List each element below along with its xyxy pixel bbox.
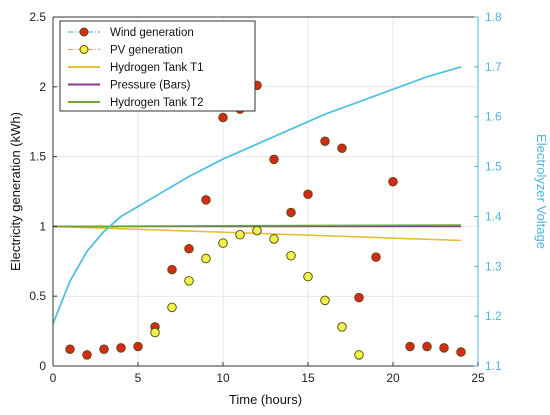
series-line-electrolyzer-voltage — [52, 66, 462, 324]
y-tick-label: 1 — [39, 219, 46, 233]
y-axis-title: Electricity generation (kWh) — [8, 112, 23, 271]
legend-marker — [79, 27, 89, 37]
point-pv-generation — [201, 253, 211, 264]
series-line-hydrogen-tank-t2 — [52, 224, 462, 228]
x-tick-label: 20 — [386, 371, 400, 385]
point-wind-generation — [116, 343, 126, 353]
y2-tick-label: 1.1 — [485, 359, 502, 373]
point-wind-generation — [167, 264, 177, 275]
point-wind-generation — [201, 195, 211, 205]
x-tick-label: 10 — [216, 371, 230, 385]
point-pv-generation — [150, 327, 160, 338]
y2-tick-label: 1.7 — [485, 60, 502, 74]
point-pv-generation — [184, 276, 194, 286]
legend-label: Hydrogen Tank T2 — [110, 97, 204, 109]
y-tick-label: 2.5 — [29, 10, 46, 24]
point-wind-generation — [456, 347, 466, 357]
point-wind-generation — [320, 136, 330, 146]
x-tick-label: 5 — [135, 371, 142, 385]
point-pv-generation — [269, 234, 279, 244]
point-wind-generation — [184, 243, 194, 254]
x-tick-label: 0 — [50, 371, 57, 385]
y-tick-label: 2 — [39, 80, 46, 94]
y2-tick-label: 1.2 — [485, 309, 502, 323]
legend-label: Pressure (Bars) — [110, 80, 191, 92]
point-pv-generation — [218, 238, 228, 248]
point-wind-generation — [354, 292, 364, 303]
point-pv-generation — [167, 302, 177, 313]
legend-label: Wind generation — [110, 27, 194, 39]
tick-labels: 0 5 10 15 20 25 0 0.5 1 1.5 2 2.5 1.1 1.2 1.3 1.4 1.5 1.6… — [29, 10, 502, 385]
point-wind-generation — [269, 154, 279, 165]
y2-tick-label: 1.4 — [485, 209, 502, 223]
point-wind-generation — [286, 207, 296, 218]
point-pv-generation — [354, 350, 364, 360]
point-wind-generation — [99, 344, 109, 354]
y2-tick-label: 1.8 — [485, 10, 502, 24]
point-pv-generation — [235, 230, 245, 240]
point-wind-generation — [388, 176, 398, 187]
point-wind-generation — [422, 341, 432, 352]
point-pv-generation — [303, 271, 313, 282]
point-wind-generation — [82, 350, 92, 360]
x-tick-label: 25 — [471, 371, 485, 385]
y2-axis-title: Electrolyzer Voltage — [534, 134, 549, 249]
point-wind-generation — [218, 112, 228, 123]
legend-label: Hydrogen Tank T1 — [110, 62, 204, 74]
point-wind-generation — [371, 252, 381, 262]
legend-marker — [79, 45, 89, 54]
point-pv-generation — [337, 322, 347, 332]
x-axis-title: Time (hours) — [229, 392, 302, 407]
series-layer — [52, 66, 466, 360]
point-pv-generation — [252, 225, 262, 236]
y2-tick-label: 1.6 — [485, 110, 502, 124]
axes — [52, 16, 479, 367]
y2-tick-label: 1.3 — [485, 259, 502, 273]
point-wind-generation — [439, 343, 449, 353]
point-wind-generation — [65, 344, 75, 354]
legend: Wind generation PV generation Hydrogen Tan… — [59, 20, 256, 112]
y-tick-label: 0 — [39, 359, 46, 373]
point-wind-generation — [337, 143, 347, 153]
point-wind-generation — [405, 341, 415, 352]
y2-tick-label: 1.5 — [485, 160, 502, 174]
x-tick-label: 15 — [301, 371, 315, 385]
point-wind-generation — [303, 189, 313, 200]
point-pv-generation — [286, 250, 296, 261]
y-tick-label: 1.5 — [29, 150, 46, 164]
y-tick-label: 0.5 — [29, 289, 46, 303]
legend-label: PV generation — [110, 45, 183, 57]
point-wind-generation — [133, 341, 143, 352]
point-pv-generation — [320, 295, 330, 306]
